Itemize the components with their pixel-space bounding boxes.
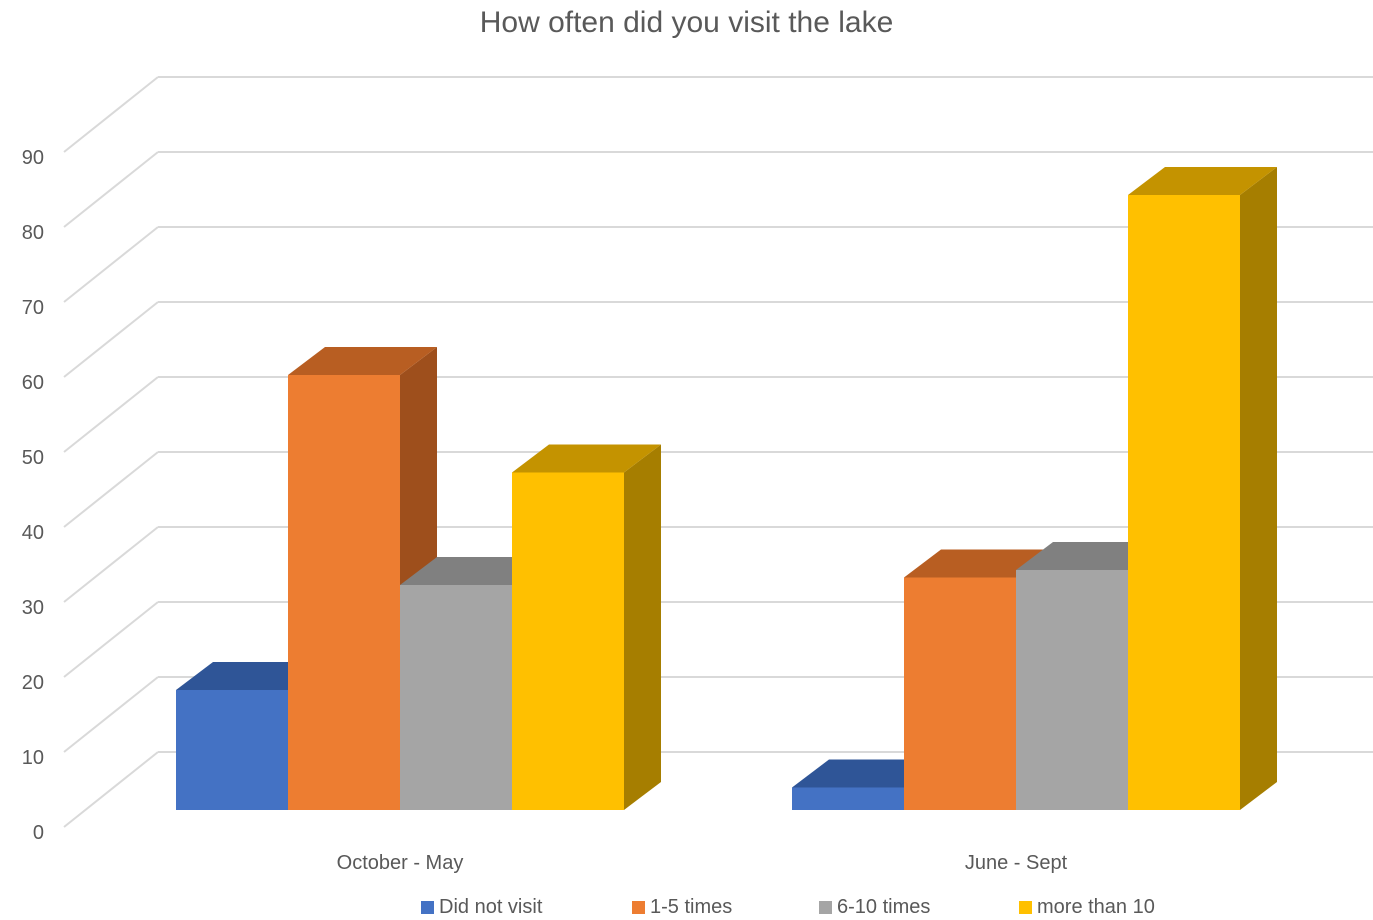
y-tick-label: 60: [22, 372, 44, 394]
x-axis-labels: October - May June - Sept: [337, 852, 1068, 874]
legend-swatch: [1019, 901, 1032, 914]
x-category-label: October - May: [337, 852, 464, 874]
bar-front-face: [904, 577, 1016, 810]
gridline-diagonal: [63, 151, 159, 228]
legend-swatch: [421, 901, 434, 914]
bar-top-face: [400, 557, 549, 585]
legend-label: Did not visit: [439, 896, 543, 918]
bar-side-face: [1240, 167, 1277, 810]
bar-front-face: [1016, 570, 1128, 810]
bar-top-face: [176, 662, 325, 690]
chart-plot-area: 0 10 20 30 40 50 60 70 80 90 October - May June - …: [22, 76, 1373, 874]
legend-item-1-5-times: 1-5 times: [632, 896, 732, 919]
gridline-diagonal: [63, 76, 159, 153]
bar-top-face: [1016, 542, 1165, 570]
legend-item-did-not-visit: Did not visit: [421, 896, 542, 919]
gridline-diagonal: [63, 526, 159, 603]
bar-top-face: [1128, 167, 1277, 195]
gridline-diagonal: [63, 751, 159, 828]
gridline-diagonal: [63, 301, 159, 378]
bar-side-face: [624, 444, 661, 810]
legend: Did not visit 1-5 times 6-10 times more …: [0, 896, 1373, 920]
bar-top-face: [792, 759, 941, 788]
y-tick-label: 90: [22, 147, 44, 169]
y-tick-label: 50: [22, 447, 44, 469]
legend-swatch: [632, 901, 645, 914]
bar-more-than-10-0: [512, 444, 661, 810]
y-tick-label: 80: [22, 222, 44, 244]
bar-front-face: [792, 787, 904, 810]
bars: [176, 167, 1277, 810]
bar-front-face: [512, 472, 624, 810]
bar-front-face: [1128, 195, 1240, 810]
bar-front-face: [288, 375, 400, 810]
gridline-diagonal: [63, 226, 159, 303]
bar-front-face: [176, 690, 288, 810]
legend-label: 1-5 times: [650, 896, 733, 918]
y-tick-label: 40: [22, 522, 44, 544]
legend-item-more-than-10: more than 10: [1019, 896, 1155, 919]
gridline-diagonal: [63, 601, 159, 678]
legend-label: more than 10: [1037, 896, 1155, 918]
legend-label: 6-10 times: [837, 896, 931, 918]
y-tick-label: 70: [22, 297, 44, 319]
bar-more-than-10-1: [1128, 167, 1277, 810]
y-tick-label: 30: [22, 597, 44, 619]
y-tick-label: 20: [22, 672, 44, 694]
legend-item-6-10-times: 6-10 times: [819, 896, 930, 919]
gridline-diagonal: [63, 451, 159, 528]
chart-title: How often did you visit the lake: [479, 6, 894, 39]
y-axis-ticks: 0 10 20 30 40 50 60 70 80 90: [22, 147, 44, 844]
bar-front-face: [400, 585, 512, 810]
bar-top-face: [288, 347, 437, 375]
gridline-diagonal: [63, 376, 159, 453]
y-tick-label: 0: [33, 822, 44, 844]
bar-top-face: [904, 549, 1053, 578]
gridline-diagonal: [63, 676, 159, 753]
bar-top-face: [512, 444, 661, 473]
y-tick-label: 10: [22, 747, 44, 769]
legend-swatch: [819, 901, 832, 914]
x-category-label: June - Sept: [965, 852, 1068, 874]
